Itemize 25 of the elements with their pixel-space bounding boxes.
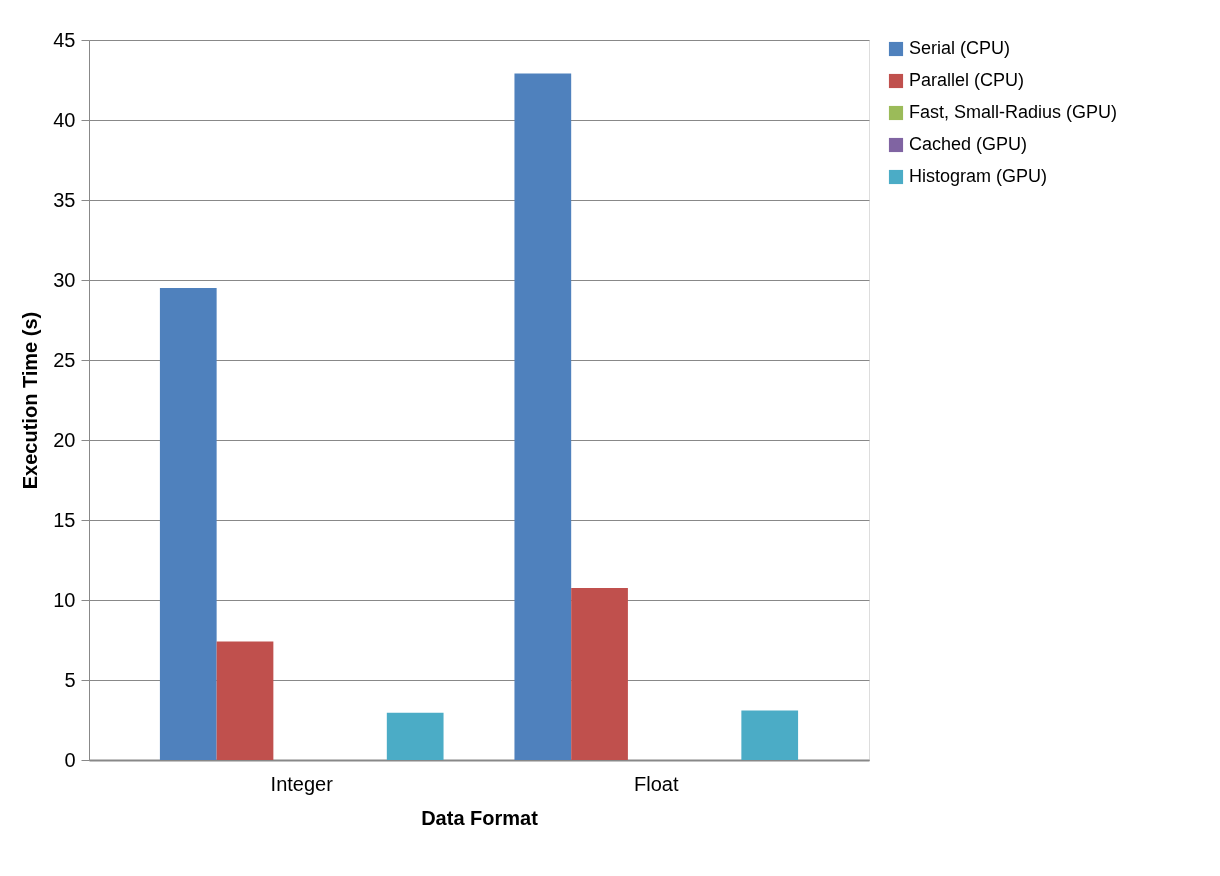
legend-label: Parallel (CPU) [909,70,1025,90]
y-tick-label: 5 [64,668,76,691]
bar [216,641,274,760]
y-tick-label: 40 [53,108,76,131]
y-axis-title: Execution Time (s) [19,311,42,490]
bar [159,288,217,760]
x-axis-title: Data Format [421,806,539,829]
bar [571,588,628,760]
y-tick-label: 10 [53,588,76,611]
y-tick-label: 30 [53,268,76,291]
bar [514,73,572,760]
bar [741,710,799,760]
y-tick-label: 15 [53,508,76,531]
bar [386,712,444,760]
legend-label: Cached (GPU) [909,134,1028,154]
y-tick-label: 20 [53,428,76,451]
x-tick-label: Float [634,772,679,795]
legend-label: Fast, Small-Radius (GPU) [909,102,1118,122]
legend-label: Histogram (GPU) [909,166,1048,186]
y-tick-label: 35 [53,188,76,211]
y-tick-label: 45 [53,28,76,51]
legend-label: Serial (CPU) [909,38,1011,58]
y-tick-label: 25 [53,348,76,371]
y-tick-label: 0 [64,748,76,771]
x-tick-label: Integer [270,772,334,795]
